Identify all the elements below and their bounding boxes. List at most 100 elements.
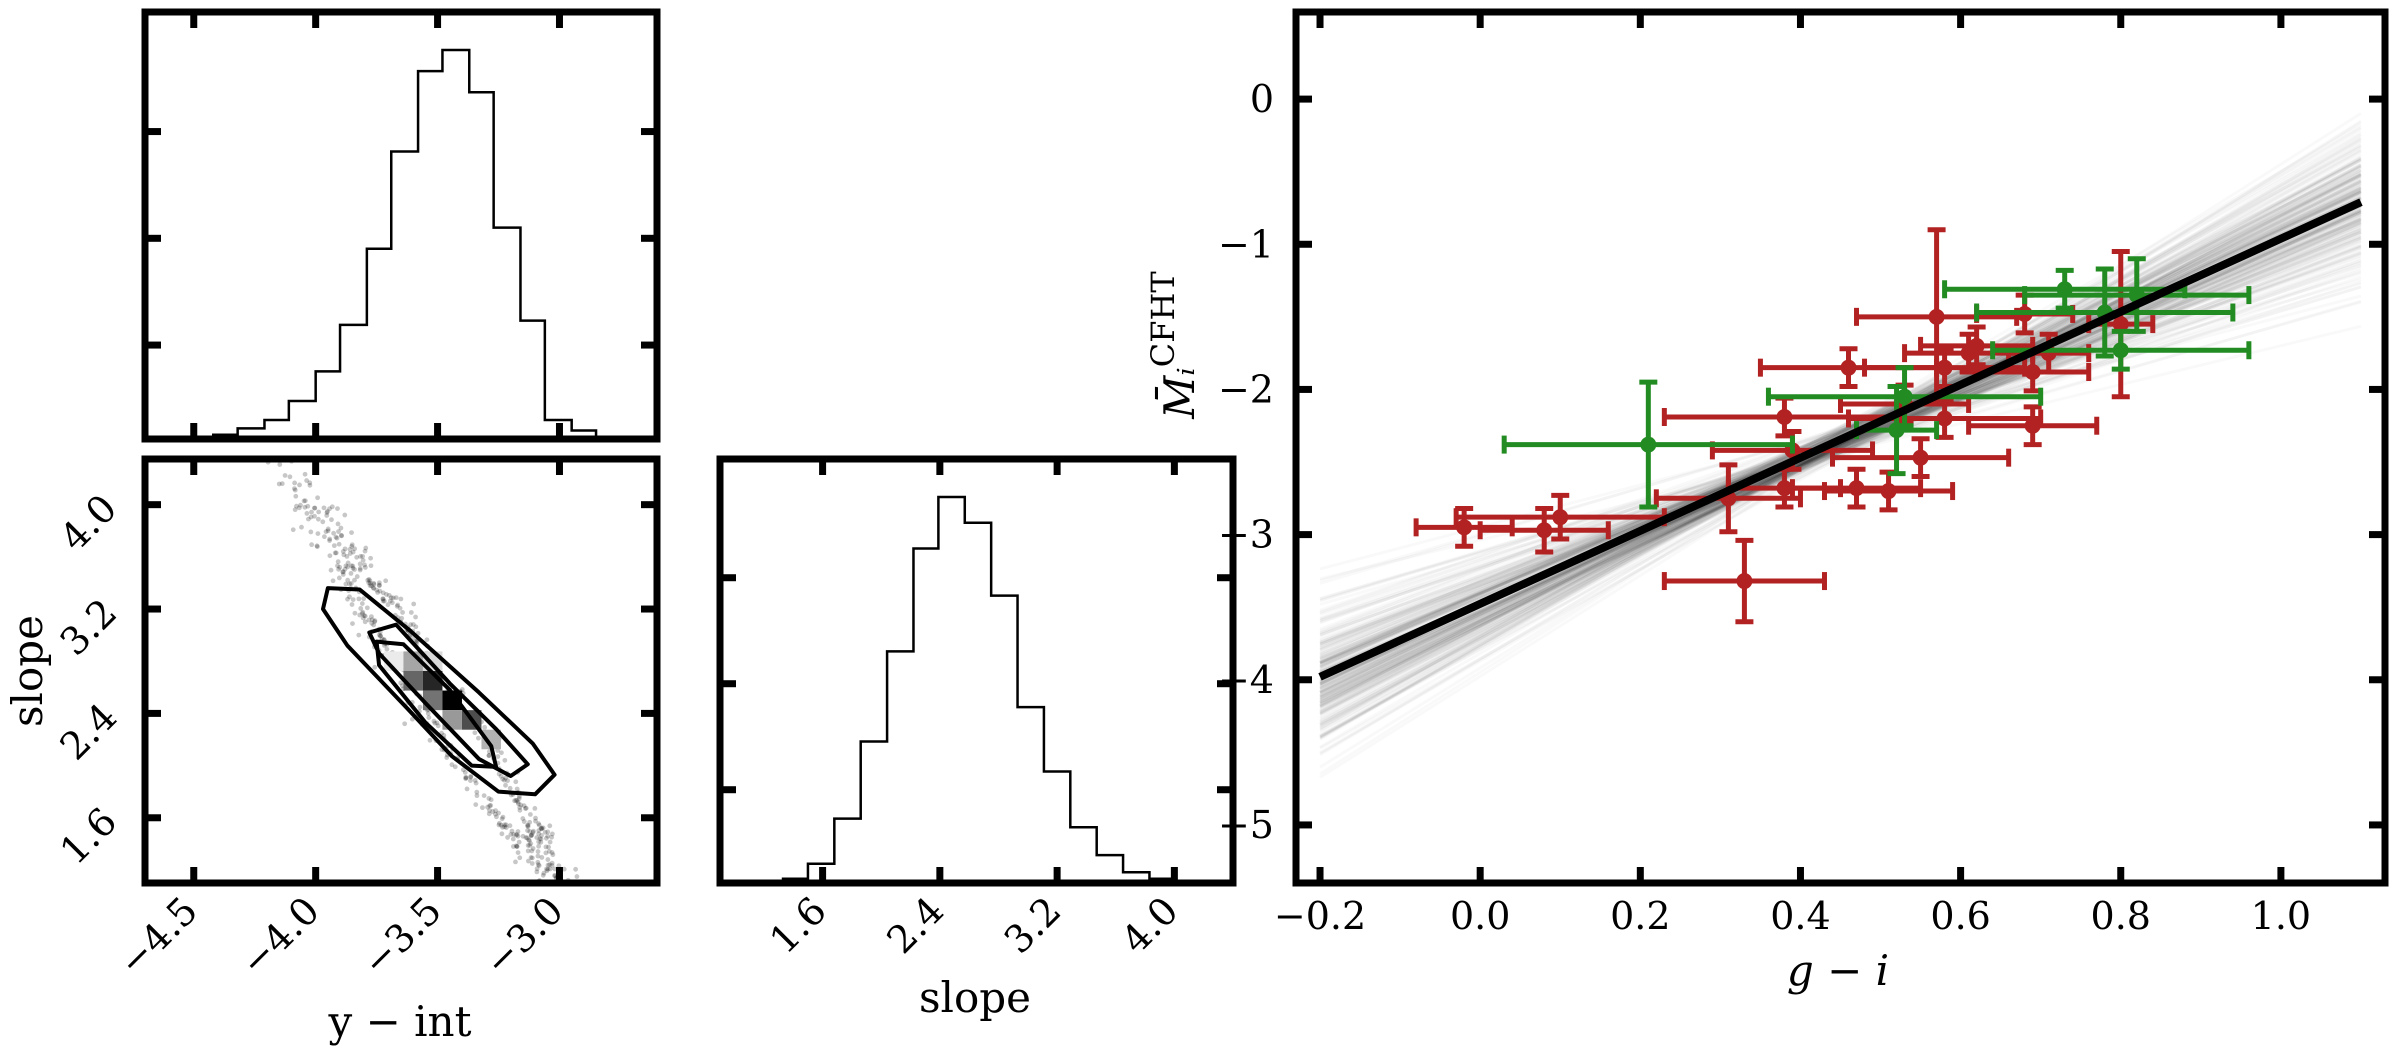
sample-point (561, 894, 566, 899)
sample-point (516, 839, 522, 845)
sample-point (463, 774, 469, 780)
sample-point (426, 715, 432, 721)
y-tick-label: −4 (1218, 658, 1274, 702)
sample-point (521, 819, 527, 824)
sample-point (304, 478, 310, 483)
sample-point (527, 843, 533, 848)
sample-point (468, 778, 473, 784)
sample-point (325, 528, 331, 534)
red-data-point (1829, 436, 2012, 480)
sample-point (514, 844, 520, 850)
sample-point (529, 861, 535, 866)
red-data-point (1453, 492, 1667, 542)
sample-point (557, 888, 562, 893)
sample-point (540, 825, 546, 831)
sample-point (368, 555, 373, 561)
slope-hist-ticks: 1.6 2.4 3.2 4.0 (720, 459, 1233, 962)
marker (1928, 308, 1945, 325)
sample-point (376, 632, 382, 638)
sample-point (304, 511, 310, 516)
sample-point (513, 779, 519, 785)
sample-point (543, 835, 549, 841)
sample-point (347, 581, 352, 587)
sample-point (589, 931, 594, 936)
y-tick-label: −2 (1218, 367, 1274, 411)
intercept-hist-steps (185, 48, 625, 439)
sample-point (525, 848, 531, 854)
sample-point (417, 704, 423, 710)
sample-point (505, 835, 510, 840)
x-tick-label: −3.5 (354, 888, 450, 984)
sample-point (425, 711, 431, 716)
contour-mid (367, 622, 530, 779)
sample-point (498, 773, 504, 779)
sample-point (369, 620, 375, 626)
sample-point (357, 612, 363, 618)
intercept-hist-ticks (145, 12, 657, 439)
sample-point (345, 577, 351, 583)
x-tick-label: 1.6 (761, 888, 835, 962)
marker (2024, 364, 2041, 381)
sample-point (550, 852, 556, 858)
sample-point (292, 486, 297, 491)
sample-point (279, 481, 285, 487)
sample-point (529, 855, 535, 861)
sample-point (337, 564, 343, 570)
sample-point (335, 521, 341, 527)
sample-point (460, 767, 466, 773)
corner-scatter-xlabel: y − int (328, 997, 472, 1046)
sample-point (383, 591, 389, 597)
sample-point (517, 807, 523, 813)
sample-point (536, 863, 542, 869)
sample-point (397, 605, 403, 611)
sample-point (545, 857, 551, 862)
intercept-hist-frame (141, 8, 661, 443)
sample-point (321, 505, 327, 511)
sample-point (473, 802, 479, 808)
main-fit-ticks: −0.2 0.0 0.2 0.4 0.6 0.8 1.0 0 −1 −2 −3 −4 −5 (1218, 12, 2385, 938)
sample-point (549, 850, 555, 855)
sample-point (486, 753, 492, 758)
sample-point (564, 908, 569, 913)
sample-point (312, 505, 318, 511)
sample-point (544, 866, 549, 872)
posterior-line (1320, 158, 2361, 711)
sample-point (347, 546, 353, 552)
sample-point (408, 622, 414, 628)
sample-point (386, 592, 392, 598)
sample-point (388, 595, 394, 601)
sample-point (599, 930, 604, 935)
sample-point (537, 836, 543, 841)
sample-point (482, 724, 488, 730)
x-tick-label: −4.5 (110, 888, 206, 984)
sample-point (369, 583, 374, 589)
data-points (1413, 227, 2252, 625)
sample-point (325, 526, 331, 532)
sample-point (527, 828, 533, 834)
sample-point (561, 866, 567, 872)
sample-point (549, 831, 555, 837)
sample-point (287, 474, 293, 480)
sample-point (324, 510, 330, 515)
sample-point (413, 624, 419, 630)
x-tick-label: 2.4 (878, 888, 952, 962)
sample-point (571, 926, 576, 931)
sample-point (512, 798, 517, 804)
posterior-lines (1320, 113, 2361, 777)
sample-point (525, 858, 531, 864)
sample-point (564, 886, 569, 891)
svg-text:M̄ᵢCFHT: M̄ᵢCFHT (1144, 271, 1204, 420)
sample-point (434, 720, 440, 726)
sample-point (529, 832, 535, 838)
sample-point (546, 844, 551, 850)
sample-point (487, 803, 493, 809)
sample-point (331, 530, 337, 536)
x-tick-label: 0.2 (1610, 894, 1670, 938)
main-fit-ylabel-sup: CFHT (1144, 271, 1182, 368)
sample-point (302, 498, 308, 504)
y-tick-label: 1.6 (52, 799, 126, 873)
sample-point (243, 402, 248, 407)
sample-point (501, 777, 507, 783)
sample-point (549, 834, 555, 840)
sample-point (463, 776, 469, 782)
